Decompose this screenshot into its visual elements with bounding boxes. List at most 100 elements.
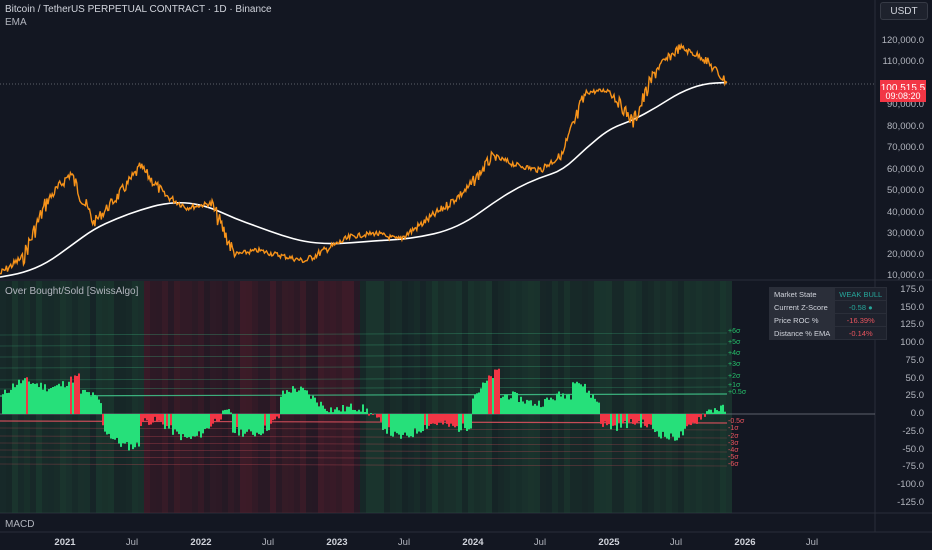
- background-band: [690, 281, 696, 513]
- stats-value: -0.58 ●: [834, 300, 888, 314]
- histogram-bar: [180, 414, 182, 441]
- sigma-level-line: [0, 463, 728, 467]
- histogram-bar: [718, 411, 720, 414]
- background-band: [108, 281, 114, 513]
- price-tick-label: 40,000.0: [887, 207, 924, 218]
- ema-indicator-label[interactable]: EMA: [5, 17, 27, 28]
- histogram-bar: [300, 386, 302, 414]
- background-band: [216, 281, 222, 513]
- background-band: [516, 281, 522, 513]
- histogram-bar: [446, 414, 448, 424]
- background-band: [618, 281, 624, 513]
- histogram-bar: [288, 391, 290, 414]
- background-band: [336, 281, 342, 513]
- histogram-bar: [538, 400, 540, 414]
- oscillator-tick-label: -25.0: [902, 425, 924, 437]
- histogram-bar: [714, 408, 716, 414]
- histogram-bar: [138, 414, 140, 447]
- histogram-bar: [716, 410, 718, 414]
- histogram-bar: [268, 414, 270, 431]
- stats-value: -0.14%: [834, 326, 888, 340]
- sigma-down-label: -2σ: [728, 433, 739, 440]
- histogram-bar: [170, 414, 172, 426]
- background-band: [126, 281, 132, 513]
- histogram-bar: [454, 414, 456, 428]
- histogram-bar: [580, 384, 582, 414]
- oscillator-tick-label: 50.0: [905, 372, 925, 384]
- histogram-bar: [172, 414, 174, 435]
- histogram-bar: [106, 414, 108, 435]
- histogram-bar: [90, 396, 92, 414]
- histogram-bar: [482, 382, 484, 414]
- histogram-bar: [254, 414, 256, 437]
- market-stats-table: Market State WEAK BULL Current Z-Score -0.5…: [768, 287, 888, 340]
- histogram-bar: [292, 386, 294, 414]
- background-band: [648, 281, 654, 513]
- histogram-bar: [480, 388, 482, 414]
- oscillator-tick-label: 25.0: [905, 390, 925, 402]
- background-band: [540, 281, 546, 513]
- histogram-bar: [502, 396, 504, 414]
- histogram-bar: [246, 414, 248, 432]
- histogram-bar: [50, 388, 52, 414]
- histogram-bar: [42, 389, 44, 414]
- background-band: [600, 281, 606, 513]
- currency-button[interactable]: USDT: [880, 2, 928, 20]
- histogram-bar: [98, 399, 100, 414]
- time-tick-label: 2026: [734, 537, 756, 548]
- histogram-bar: [306, 390, 308, 414]
- histogram-bar: [124, 414, 126, 444]
- histogram-bar: [24, 378, 26, 414]
- symbol-title[interactable]: Bitcoin / TetherUS PERPETUAL CONTRACT · …: [5, 4, 272, 15]
- histogram-bar: [278, 414, 280, 419]
- background-band: [228, 281, 234, 513]
- background-band: [258, 281, 264, 513]
- histogram-bar: [386, 414, 388, 434]
- histogram-bar: [566, 394, 568, 414]
- background-band: [252, 281, 258, 513]
- background-band: [312, 281, 318, 513]
- histogram-bar: [10, 389, 12, 414]
- price-tick-label: 50,000.0: [887, 185, 924, 196]
- background-band: [546, 281, 552, 513]
- histogram-bar: [658, 414, 660, 437]
- price-tick-label: 70,000.0: [887, 142, 924, 153]
- histogram-bar: [408, 414, 410, 438]
- sigma-level-line: [0, 393, 728, 397]
- histogram-bar: [20, 383, 22, 414]
- histogram-bar: [476, 393, 478, 414]
- histogram-bar: [250, 414, 252, 432]
- oscillator-tick-label: 75.0: [905, 354, 925, 366]
- histogram-bar: [340, 411, 342, 414]
- histogram-bar: [414, 414, 416, 429]
- histogram-bar: [212, 414, 214, 424]
- price-tick-label: 120,000.0: [881, 35, 924, 46]
- histogram-bar: [528, 400, 530, 414]
- histogram-bar: [418, 414, 420, 432]
- histogram-bar: [654, 414, 656, 433]
- histogram-bar: [298, 390, 300, 414]
- histogram-bar: [504, 394, 506, 414]
- oscillator-tick-label: 175.0: [900, 283, 924, 295]
- background-band: [168, 281, 174, 513]
- histogram-bar: [238, 414, 240, 436]
- histogram-bar: [244, 414, 246, 434]
- histogram-bar: [500, 398, 502, 414]
- background-band: [270, 281, 276, 513]
- histogram-bar: [636, 414, 638, 423]
- oscillator-indicator-label[interactable]: Over Bought/Sold [SwissAlgo]: [5, 286, 139, 297]
- time-tick-label: Jul: [125, 537, 139, 548]
- background-band: [114, 281, 120, 513]
- price-tick-label: 80,000.0: [887, 121, 924, 132]
- histogram-bar: [416, 414, 418, 434]
- stats-key: Price ROC %: [768, 313, 836, 327]
- histogram-bar: [36, 383, 38, 414]
- histogram-bar: [598, 402, 600, 414]
- histogram-bar: [356, 411, 358, 414]
- background-band: [714, 281, 720, 513]
- background-band: [420, 281, 426, 513]
- histogram-bar: [596, 401, 598, 414]
- macd-indicator-label[interactable]: MACD: [5, 519, 35, 530]
- oscillator-tick-label: -100.0: [897, 479, 924, 490]
- histogram-bar: [156, 414, 158, 422]
